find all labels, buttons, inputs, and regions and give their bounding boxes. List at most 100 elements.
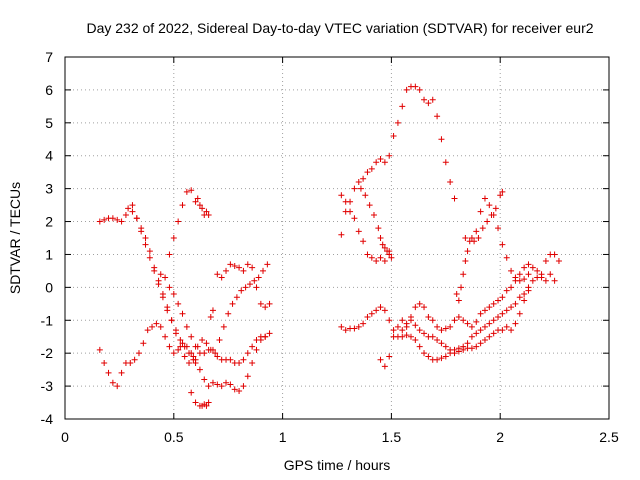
data-point xyxy=(209,379,216,386)
data-point xyxy=(155,281,162,288)
data-point xyxy=(475,235,482,241)
data-point xyxy=(555,258,562,265)
data-point xyxy=(253,284,260,291)
data-point xyxy=(355,228,362,235)
data-point xyxy=(473,228,480,235)
data-point xyxy=(495,297,502,304)
y-tick-label: 7 xyxy=(45,49,53,65)
data-point xyxy=(451,317,458,324)
data-point xyxy=(547,271,554,278)
data-point xyxy=(384,248,391,255)
data-point xyxy=(503,287,510,294)
data-point xyxy=(190,353,197,360)
plot-border xyxy=(64,56,610,420)
data-point xyxy=(257,300,264,307)
data-point xyxy=(486,320,493,327)
data-point xyxy=(477,340,484,347)
data-point xyxy=(188,350,195,357)
data-point xyxy=(172,330,179,337)
data-point xyxy=(416,327,423,334)
data-point xyxy=(357,185,364,192)
data-point xyxy=(146,254,153,261)
data-point xyxy=(364,169,371,176)
data-point xyxy=(442,325,449,332)
data-point xyxy=(508,304,515,311)
data-point xyxy=(157,323,164,330)
data-point xyxy=(521,290,528,297)
y-tick-label: 1 xyxy=(45,246,53,262)
data-point xyxy=(127,360,134,367)
data-point xyxy=(403,86,410,93)
data-point xyxy=(455,297,462,304)
y-tick-label: 2 xyxy=(45,214,53,230)
series-arc-1d xyxy=(157,271,269,367)
data-point xyxy=(458,284,465,291)
x-tick-label: 0 xyxy=(61,429,69,445)
data-point xyxy=(462,235,469,241)
data-point xyxy=(157,271,164,278)
data-point xyxy=(490,330,497,337)
data-point xyxy=(240,383,247,390)
data-point xyxy=(214,381,221,388)
data-point xyxy=(142,235,149,241)
data-point xyxy=(512,320,519,327)
data-point xyxy=(377,356,384,363)
data-point xyxy=(170,350,177,357)
data-point xyxy=(360,175,367,182)
data-point xyxy=(360,320,367,327)
data-point xyxy=(481,337,488,344)
data-point xyxy=(381,363,388,370)
data-point xyxy=(477,208,484,215)
data-point xyxy=(379,241,386,248)
data-point xyxy=(188,333,195,340)
data-point xyxy=(495,313,502,320)
data-point xyxy=(403,332,410,339)
data-point xyxy=(421,330,428,337)
data-point xyxy=(421,350,428,357)
data-point xyxy=(253,337,260,344)
data-point xyxy=(451,346,458,353)
data-point xyxy=(266,300,273,307)
data-point xyxy=(231,386,238,393)
data-point xyxy=(118,218,125,225)
data-point xyxy=(434,337,441,344)
data-point xyxy=(464,320,471,327)
data-point xyxy=(166,343,173,350)
data-point xyxy=(499,188,506,195)
data-point xyxy=(166,284,173,291)
data-point xyxy=(447,179,454,186)
data-point xyxy=(386,317,393,324)
data-point xyxy=(238,287,245,294)
data-point xyxy=(135,350,142,357)
data-point xyxy=(381,159,388,166)
data-point xyxy=(492,205,499,212)
data-point xyxy=(370,211,377,218)
data-point xyxy=(368,310,375,317)
data-point xyxy=(249,264,256,271)
data-point xyxy=(490,317,497,324)
data-point xyxy=(377,156,384,163)
data-point xyxy=(488,211,495,218)
data-point xyxy=(399,333,406,340)
data-point xyxy=(425,313,432,320)
data-point xyxy=(529,264,536,271)
data-point xyxy=(179,310,186,317)
data-point xyxy=(368,254,375,261)
data-point xyxy=(179,202,186,209)
data-point xyxy=(149,323,156,330)
data-point xyxy=(373,258,380,265)
data-point xyxy=(479,225,486,232)
data-point xyxy=(377,304,384,311)
data-point xyxy=(407,317,414,324)
data-point xyxy=(194,195,201,202)
data-point xyxy=(412,304,419,311)
data-point xyxy=(212,350,219,357)
data-point xyxy=(542,258,549,265)
data-point xyxy=(460,271,467,278)
data-point xyxy=(223,267,230,274)
data-point xyxy=(118,369,125,376)
data-point xyxy=(503,323,510,330)
data-point xyxy=(503,307,510,314)
data-point xyxy=(236,264,243,271)
